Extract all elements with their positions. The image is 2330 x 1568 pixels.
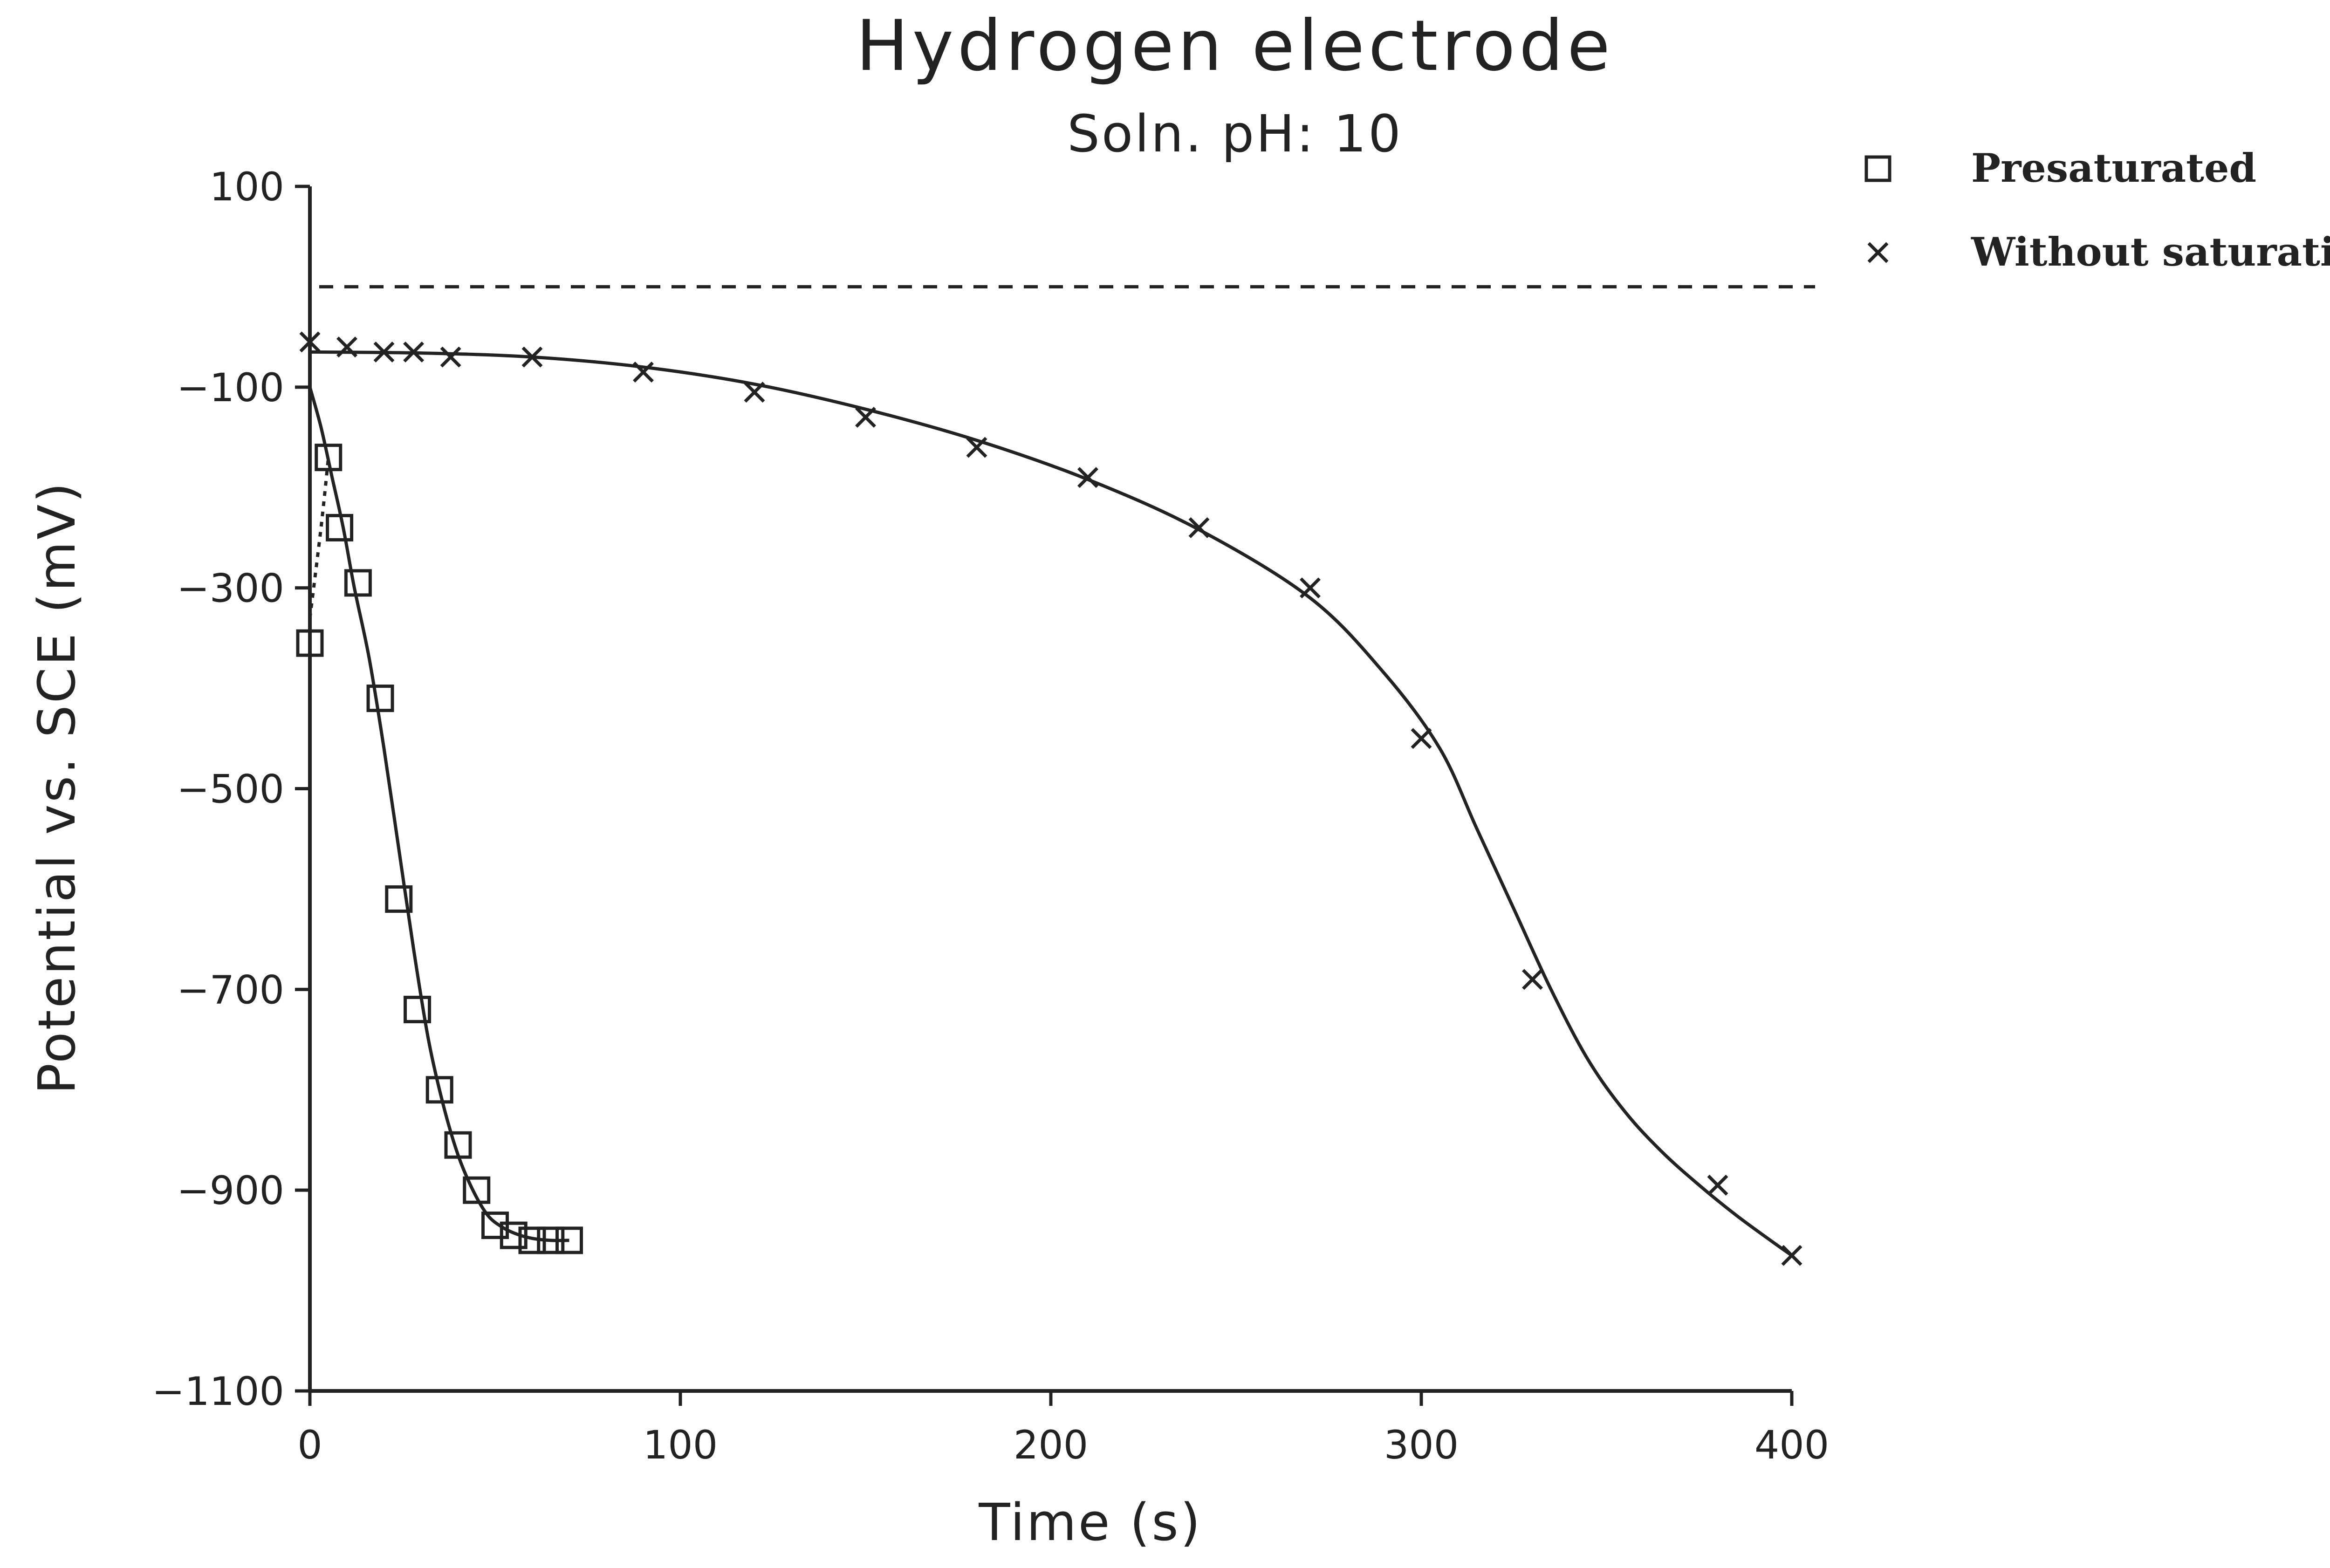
marker-stroke bbox=[1781, 1245, 1802, 1266]
chart-subtitle: Soln. pH: 10 bbox=[1067, 104, 1403, 164]
data-point bbox=[1188, 517, 1210, 538]
marker-stroke bbox=[1300, 577, 1321, 599]
x-tick-label: 0 bbox=[297, 1422, 322, 1468]
marker-stroke bbox=[1077, 467, 1098, 488]
fit-curve bbox=[309, 350, 1793, 1257]
data-point bbox=[315, 444, 343, 472]
marker-stroke bbox=[1188, 517, 1210, 538]
x-tick-label: 300 bbox=[1384, 1422, 1459, 1468]
legend-marker bbox=[1867, 242, 1889, 263]
data-point bbox=[373, 341, 395, 363]
data-point bbox=[463, 1176, 491, 1204]
marker-stroke bbox=[744, 382, 765, 403]
data-point bbox=[537, 1226, 565, 1254]
marker-stroke bbox=[633, 362, 654, 383]
data-point bbox=[404, 995, 432, 1023]
marker-stroke bbox=[855, 406, 876, 428]
data-point bbox=[1522, 969, 1543, 990]
data-point bbox=[440, 346, 461, 368]
marker-stroke bbox=[1411, 728, 1432, 749]
marker-stroke bbox=[403, 341, 425, 363]
y-axis-label: Potential vs. SCE (mV) bbox=[27, 481, 87, 1095]
data-point bbox=[1781, 1245, 1802, 1266]
marker-stroke bbox=[373, 341, 395, 363]
marker-stroke bbox=[521, 346, 543, 368]
marker-stroke bbox=[440, 346, 461, 368]
data-point bbox=[1707, 1174, 1728, 1196]
dotted-segment bbox=[308, 457, 330, 618]
y-tick-label: −700 bbox=[177, 967, 284, 1013]
data-point bbox=[403, 341, 425, 363]
y-tick-label: −300 bbox=[177, 566, 284, 611]
data-point bbox=[1300, 577, 1321, 599]
series-presaturated bbox=[296, 386, 583, 1254]
x-axis-label: Time (s) bbox=[978, 1493, 1202, 1552]
x-tick-label: 100 bbox=[643, 1422, 718, 1468]
data-point bbox=[344, 569, 372, 597]
y-tick-label: 100 bbox=[210, 164, 284, 210]
data-point bbox=[518, 1226, 546, 1254]
data-point bbox=[296, 629, 324, 657]
data-point bbox=[555, 1226, 583, 1254]
legend-item: Presaturated bbox=[1864, 145, 2256, 191]
marker-stroke bbox=[1522, 969, 1543, 990]
y-tick-label: −900 bbox=[177, 1168, 284, 1213]
x-tick-label: 400 bbox=[1754, 1422, 1829, 1468]
legend-label: Without saturating bbox=[1971, 229, 2330, 275]
y-tick-label: −500 bbox=[177, 767, 284, 812]
legend: Presaturated Without saturating bbox=[1864, 145, 2330, 275]
data-point bbox=[500, 1221, 528, 1249]
data-point bbox=[1077, 467, 1098, 488]
chart-title: Hydrogen electrode bbox=[856, 6, 1614, 87]
legend-marker bbox=[1864, 155, 1891, 182]
marker-stroke bbox=[299, 331, 321, 353]
plot-area: 100 −100 −300 −500 −700 −900 −1100 0 100 200 300 40… bbox=[152, 164, 1829, 1468]
data-point bbox=[1411, 728, 1432, 749]
data-point bbox=[633, 362, 654, 383]
legend-item: Without saturating bbox=[1867, 229, 2330, 275]
legend-label: Presaturated bbox=[1971, 145, 2256, 191]
marker-stroke bbox=[336, 336, 357, 358]
marker-stroke bbox=[1867, 242, 1889, 263]
marker-stroke bbox=[966, 437, 987, 458]
data-point bbox=[425, 1076, 453, 1104]
data-point bbox=[444, 1131, 472, 1159]
series-without-saturating bbox=[299, 331, 1802, 1266]
data-point bbox=[521, 346, 543, 368]
x-tick-label: 200 bbox=[1014, 1422, 1088, 1468]
marker-stroke bbox=[1707, 1174, 1728, 1196]
y-tick-label: −100 bbox=[177, 365, 284, 411]
data-point bbox=[744, 382, 765, 403]
y-tick-label: −1100 bbox=[152, 1369, 284, 1414]
data-point bbox=[336, 336, 357, 358]
data-point bbox=[326, 514, 354, 541]
data-point bbox=[385, 885, 413, 913]
data-point bbox=[966, 437, 987, 458]
data-point bbox=[855, 406, 876, 428]
data-point bbox=[299, 331, 321, 353]
data-point bbox=[481, 1212, 509, 1239]
data-point bbox=[366, 685, 394, 712]
